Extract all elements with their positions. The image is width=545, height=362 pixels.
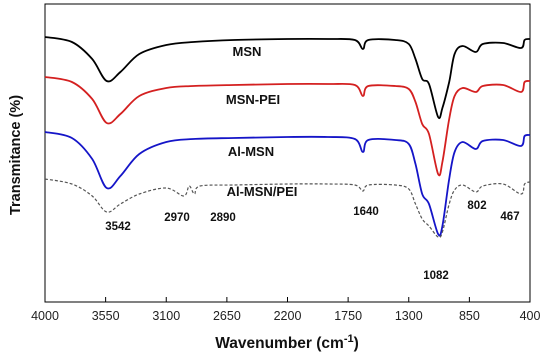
peak-label: 802 — [467, 200, 486, 212]
x-axis-title: Wavenumber (cm-1) — [215, 333, 359, 352]
peak-label: 1082 — [423, 270, 449, 282]
peak-annotations: 3542 2970 2890 1640 1082 802 467 — [105, 200, 519, 282]
x-tick-label: 400 — [520, 309, 541, 323]
series-label: MSN — [233, 44, 262, 59]
peak-label: 2890 — [210, 212, 236, 224]
x-tick-label: 3100 — [152, 309, 180, 323]
x-tick-label: 850 — [459, 309, 480, 323]
series-label: Al-MSN — [228, 144, 274, 159]
series-line-al-msn — [44, 131, 531, 237]
x-tick-label: 1750 — [334, 309, 362, 323]
x-tick-label: 1300 — [395, 309, 423, 323]
peak-label: 3542 — [105, 221, 131, 233]
x-axis-ticks: 4000 3550 3100 2650 2200 1750 1300 850 400 — [31, 297, 540, 323]
x-tick-label: 4000 — [31, 309, 59, 323]
series-labels: MSN MSN-PEI Al-MSN Al-MSN/PEI — [226, 44, 297, 199]
x-tick-label: 2200 — [274, 309, 302, 323]
peak-label: 1640 — [353, 206, 379, 218]
series-line-msn-pei — [44, 76, 531, 177]
spectra-group — [44, 36, 531, 239]
series-label: Al-MSN/PEI — [227, 184, 298, 199]
x-tick-label: 3550 — [92, 309, 120, 323]
series-line-msn — [44, 36, 531, 119]
peak-label: 467 — [500, 211, 519, 223]
series-label: MSN-PEI — [226, 92, 280, 107]
x-tick-label: 2650 — [213, 309, 241, 323]
y-axis-title: Transmitance (%) — [8, 95, 24, 215]
peak-label: 2970 — [164, 212, 190, 224]
